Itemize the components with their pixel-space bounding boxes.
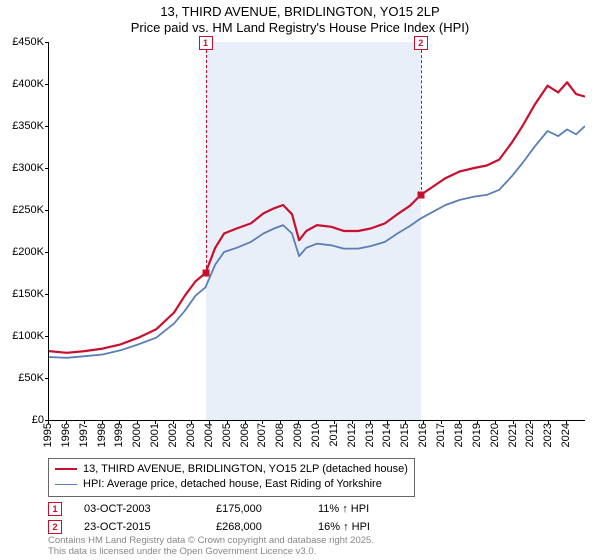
- y-tick-label: £400K: [12, 78, 44, 90]
- legend-box: 13, THIRD AVENUE, BRIDLINGTON, YO15 2LP …: [48, 458, 415, 497]
- x-tick-label: 2015: [399, 423, 411, 447]
- event-marker-flag: 1: [199, 36, 213, 50]
- chart-plot-area: 12: [48, 42, 585, 421]
- x-tick-label: 1998: [96, 423, 108, 447]
- y-tick-label: £100K: [12, 330, 44, 342]
- y-tick-label: £150K: [12, 288, 44, 300]
- event-marker-line: [206, 50, 207, 273]
- event-marker-box: 2: [48, 520, 62, 534]
- event-row: 2 23-OCT-2015 £268,000 16% ↑ HPI: [48, 518, 408, 536]
- x-tick-label: 2021: [507, 423, 519, 447]
- event-marker-box: 1: [48, 502, 62, 516]
- y-tick-label: £200K: [12, 246, 44, 258]
- legend-swatch: [55, 468, 77, 470]
- legend-swatch: [55, 484, 77, 485]
- event-marker-dot: [202, 270, 209, 277]
- series-hpi: [49, 126, 585, 358]
- legend-label: HPI: Average price, detached house, East…: [83, 477, 382, 492]
- event-pct: 16% ↑ HPI: [318, 521, 408, 533]
- x-tick-label: 2005: [221, 423, 233, 447]
- x-tick-label: 2013: [364, 423, 376, 447]
- legend-row: 13, THIRD AVENUE, BRIDLINGTON, YO15 2LP …: [55, 462, 408, 477]
- x-tick-label: 2011: [328, 423, 340, 447]
- event-price: £268,000: [216, 521, 296, 533]
- y-tick: [45, 336, 49, 337]
- chart-container: 13, THIRD AVENUE, BRIDLINGTON, YO15 2LP …: [0, 0, 600, 560]
- event-row: 1 03-OCT-2003 £175,000 11% ↑ HPI: [48, 500, 408, 518]
- x-tick-label: 2007: [256, 423, 268, 447]
- title-block: 13, THIRD AVENUE, BRIDLINGTON, YO15 2LP …: [0, 0, 600, 37]
- y-tick: [45, 252, 49, 253]
- x-tick-label: 2004: [203, 423, 215, 447]
- event-marker-line: [421, 50, 422, 195]
- x-tick-label: 2003: [185, 423, 197, 447]
- x-tick-label: 2010: [310, 423, 322, 447]
- x-tick-label: 1996: [60, 423, 72, 447]
- x-tick-label: 2002: [167, 423, 179, 447]
- events-table: 1 03-OCT-2003 £175,000 11% ↑ HPI 2 23-OC…: [48, 500, 408, 536]
- x-tick-label: 2020: [489, 423, 501, 447]
- x-tick-label: 2018: [453, 423, 465, 447]
- x-tick-label: 2022: [524, 423, 536, 447]
- event-date: 23-OCT-2015: [84, 521, 194, 533]
- x-tick-label: 2009: [292, 423, 304, 447]
- x-tick-label: 1997: [78, 423, 90, 447]
- x-tick-label: 2000: [131, 423, 143, 447]
- footnote: Contains HM Land Registry data © Crown c…: [48, 536, 374, 558]
- legend-row: HPI: Average price, detached house, East…: [55, 477, 408, 492]
- event-price: £175,000: [216, 503, 296, 515]
- x-tick-label: 2006: [239, 423, 251, 447]
- x-tick-label: 2024: [560, 423, 572, 447]
- x-tick-label: 2017: [435, 423, 447, 447]
- title-line-1: 13, THIRD AVENUE, BRIDLINGTON, YO15 2LP: [0, 4, 600, 20]
- legend-label: 13, THIRD AVENUE, BRIDLINGTON, YO15 2LP …: [83, 462, 408, 477]
- footnote-line: This data is licensed under the Open Gov…: [48, 547, 374, 558]
- y-tick-label: £50K: [18, 372, 44, 384]
- chart-svg: [49, 42, 585, 420]
- x-tick-label: 2008: [274, 423, 286, 447]
- x-tick-label: 1999: [113, 423, 125, 447]
- y-tick-label: £300K: [12, 162, 44, 174]
- x-tick-label: 2016: [417, 423, 429, 447]
- x-tick-label: 2023: [542, 423, 554, 447]
- y-tick: [45, 294, 49, 295]
- title-line-2: Price paid vs. HM Land Registry's House …: [0, 20, 600, 36]
- y-tick-label: £350K: [12, 120, 44, 132]
- event-marker-dot: [417, 191, 424, 198]
- x-tick-label: 2014: [381, 423, 393, 447]
- y-tick: [45, 168, 49, 169]
- y-tick-label: £250K: [12, 204, 44, 216]
- event-pct: 11% ↑ HPI: [318, 503, 408, 515]
- y-tick: [45, 84, 49, 85]
- x-tick-label: 2001: [149, 423, 161, 447]
- y-tick-label: £450K: [12, 36, 44, 48]
- event-date: 03-OCT-2003: [84, 503, 194, 515]
- y-tick: [45, 210, 49, 211]
- y-tick: [45, 126, 49, 127]
- y-tick: [45, 42, 49, 43]
- x-tick-label: 2019: [471, 423, 483, 447]
- event-marker-flag: 2: [414, 36, 428, 50]
- series-price_paid: [49, 82, 585, 353]
- y-tick: [45, 378, 49, 379]
- x-tick-label: 1995: [42, 423, 54, 447]
- x-tick-label: 2012: [346, 423, 358, 447]
